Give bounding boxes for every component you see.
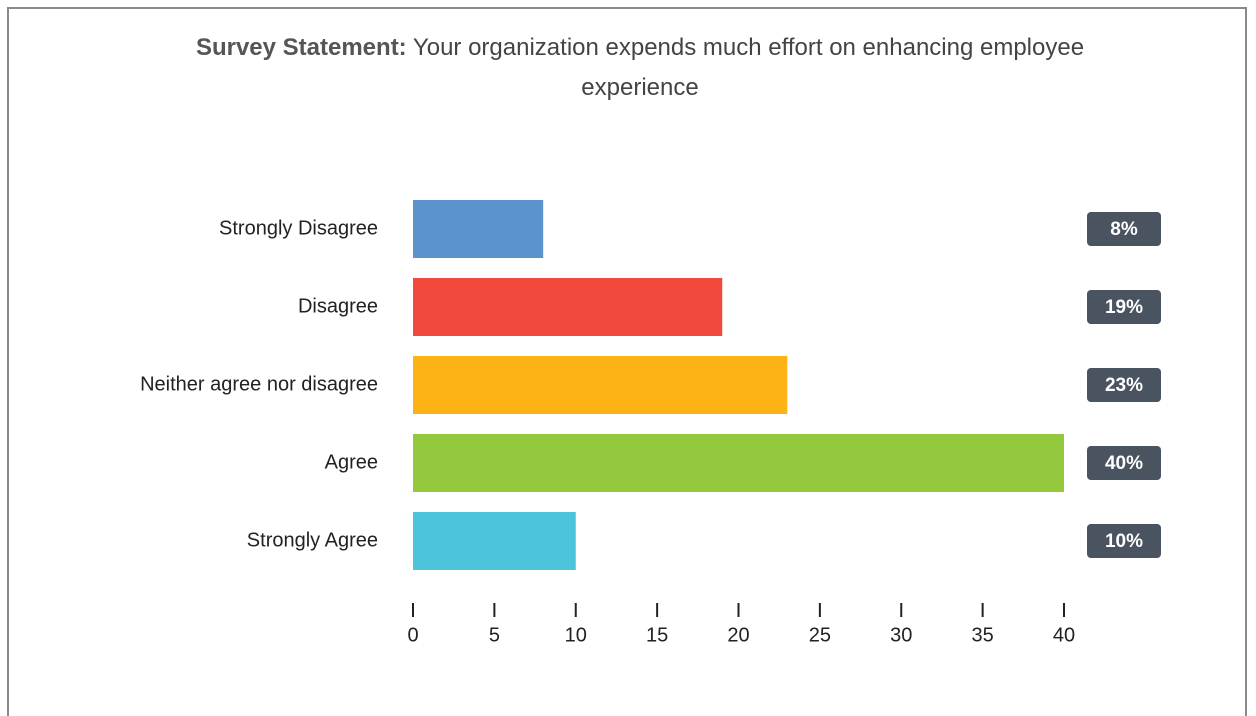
x-tick-label: 35 [972,624,994,646]
value-label-box [1087,368,1161,402]
value-label-box [1087,524,1161,558]
frame [7,7,1247,716]
x-tick-label: 15 [646,624,668,646]
y-tick-label: Disagree [298,295,378,317]
value-label: 23% [1105,375,1143,396]
title-label: Survey Statement: [195,34,407,61]
value-label-box [1087,290,1161,324]
chart-title: Survey Statement: Your organization expe… [160,28,1120,108]
x-tick-label: 5 [489,624,500,646]
value-label-box [1087,212,1161,246]
y-tick-label: Agree [325,451,378,473]
x-tick-label: 40 [1053,624,1075,646]
bar [413,512,576,570]
value-label: 19% [1105,297,1143,318]
x-tick-label: 0 [407,624,418,646]
x-tick-label: 25 [809,624,831,646]
value-label: 10% [1105,531,1143,552]
bar [413,278,723,336]
x-tick-label: 30 [890,624,912,646]
value-label: 40% [1105,453,1143,474]
value-label-box [1087,446,1161,480]
bar [413,434,1064,492]
y-tick-label: Strongly Agree [247,529,378,551]
bar [413,200,544,258]
x-tick-label: 10 [565,624,587,646]
x-tick-label: 20 [727,624,749,646]
value-label: 8% [1110,219,1138,240]
bar [413,356,788,414]
y-tick-label: Neither agree nor disagree [140,373,378,395]
title-text: Your organization expends much effort on… [412,34,1085,101]
y-tick-label: Strongly Disagree [219,217,378,239]
